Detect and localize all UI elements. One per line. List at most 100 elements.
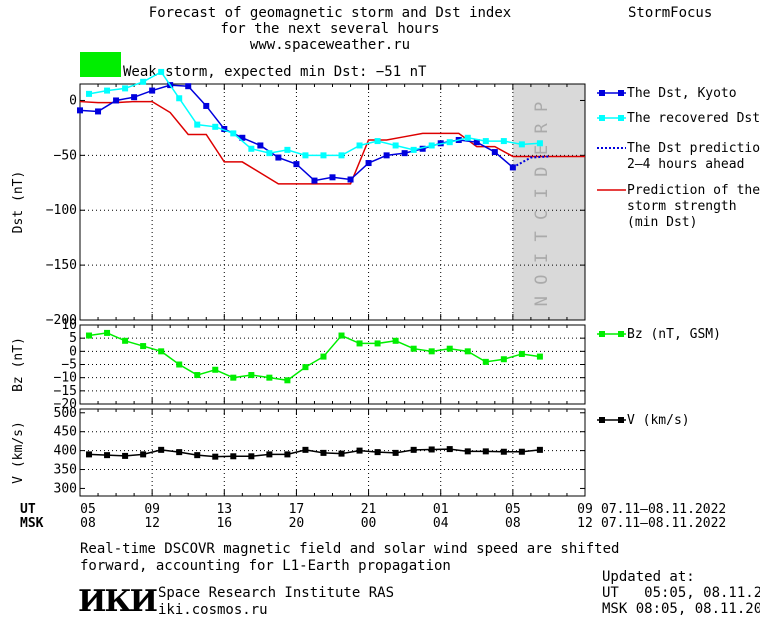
bz-series-point [212,366,219,373]
dst-kyoto-series-point [203,102,210,109]
prediction-band [512,84,585,320]
y-tick-label: −100 [46,203,77,218]
y-tick-label: 10 [61,318,77,333]
updated-ut: UT 05:05, 08.11.2022 [602,585,760,601]
dst-recovered-series-point [392,142,399,149]
bz-series-point [104,329,111,336]
chart-title-url: www.spaceweather.ru [249,37,411,53]
dst-kyoto-series-point [185,83,192,90]
dst-recovered-series-point [230,130,237,137]
dst-recovered-series-point [536,140,543,147]
bz-series-point [140,343,147,350]
y-tick-label: 500 [54,406,77,421]
prediction-letter: O [532,274,552,284]
v-series [88,448,540,458]
prediction-letter: C [532,210,552,220]
v-series-point [284,451,291,458]
dst-kyoto-series-point [473,139,480,146]
v-series-point [104,452,111,459]
y-axis-label: Dst (nT) [11,171,26,234]
v-series-point [446,446,453,453]
bz-series-point [464,348,471,355]
legend-dst-prediction-2: 2–4 hours ahead [627,157,744,172]
bz-series-point [374,340,381,347]
bz-series-point [86,332,93,339]
legend-v: V (km/s) [627,413,690,428]
dst-recovered-series-point [266,150,273,157]
chart-title-line-1: Forecast of geomagnetic storm and Dst in… [148,5,512,21]
v-series-point [482,448,489,455]
dst-recovered-series-point [86,90,93,97]
storm-status-swatch [80,52,121,77]
institute-url: iki.cosmos.ru [158,602,268,618]
dst-kyoto-series-point [113,97,120,104]
dst-recovered-series-point [248,145,255,152]
ut-tick-label: 09 [577,502,593,517]
dst-recovered-series-point [446,139,453,146]
prediction-letter: R [532,123,552,134]
bz-series-point [284,377,291,384]
ut-tick-label: 09 [144,502,160,517]
v-series-point [392,449,399,456]
bz-series [88,332,541,382]
footer-note-line-2: forward, accounting for L1-Earth propaga… [80,558,451,574]
dst-recovered-series-point [212,123,219,130]
dst-recovered-series-point [374,138,381,145]
dst-recovered-series-point [464,134,471,141]
updated-label: Updated at: [602,569,695,585]
brand-name: StormFocus [628,5,713,21]
msk-tick-label: 16 [216,516,232,531]
dst-recovered-series-point [338,152,345,159]
chart-title-line-2: for the next several hours [220,21,440,37]
legend-dst-recovered: The recovered Dst [627,111,760,126]
iki-logo: ИКИ [78,584,158,619]
y-tick-label: 0 [69,344,77,359]
ut-tick-label: 01 [433,502,449,517]
dst-kyoto-series-point [347,176,354,183]
v-series-point [410,446,417,453]
bz-series-point [500,356,507,363]
bz-series-point [536,353,543,360]
prediction-letter: P [532,102,552,112]
legend-storm-2: storm strength [627,199,737,214]
legend-storm-1: Prediction of the [627,183,760,198]
y-tick-label: 400 [54,444,77,459]
v-series-point [302,446,309,453]
dst-kyoto-series-point [491,149,498,156]
v-series-point [338,450,345,457]
dst-kyoto-series-point [275,154,282,161]
v-series-point [428,446,435,453]
y-tick-label: 5 [69,331,77,346]
dst-recovered-series-point [320,152,327,159]
y-axis-label: Bz (nT) [11,337,26,392]
dst-recovered-series-point [176,95,183,102]
msk-tick-label: 20 [289,516,305,531]
dst-kyoto-series-point [329,174,336,181]
prediction-letter: I [532,188,552,198]
prediction-letter: D [532,166,552,176]
bz-series-point [338,332,345,339]
dst-kyoto-series-point [293,161,300,168]
storm-status-text: Weak storm, expected min Dst: −51 nT [123,64,427,80]
plot-frame [79,408,586,497]
dst-recovered-series-point [428,142,435,149]
bz-series-point [176,361,183,368]
v-panel: 500 450 400 350 300 V (km/s) [11,406,586,497]
y-tick-label: −5 [61,358,77,373]
bz-series-point [266,374,273,381]
storm-strength-series [79,100,585,185]
footer-note-line-1: Real-time DSCOVR magnetic field and sola… [80,541,620,557]
bz-series-point [320,353,327,360]
dst-recovered-series-point [500,138,507,145]
ut-tick-label: 21 [361,502,377,517]
dst-recovered-series-point [284,146,291,153]
bz-series-point [194,372,201,379]
ut-date-range: 07.11–08.11.2022 [601,502,726,517]
dst-prediction-series [512,155,549,169]
bz-series-point [446,345,453,352]
bz-series-point [482,358,489,365]
bz-series-point [302,364,309,371]
dst-recovered-series-point [410,146,417,153]
dst-recovered-series-point [122,85,129,92]
